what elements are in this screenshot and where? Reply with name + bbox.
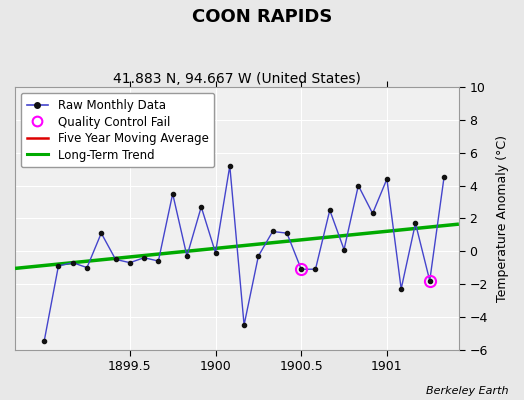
- Legend: Raw Monthly Data, Quality Control Fail, Five Year Moving Average, Long-Term Tren: Raw Monthly Data, Quality Control Fail, …: [21, 93, 214, 168]
- Text: COON RAPIDS: COON RAPIDS: [192, 8, 332, 26]
- Y-axis label: Temperature Anomaly (°C): Temperature Anomaly (°C): [496, 135, 509, 302]
- Title: 41.883 N, 94.667 W (United States): 41.883 N, 94.667 W (United States): [113, 72, 361, 86]
- Text: Berkeley Earth: Berkeley Earth: [426, 386, 508, 396]
